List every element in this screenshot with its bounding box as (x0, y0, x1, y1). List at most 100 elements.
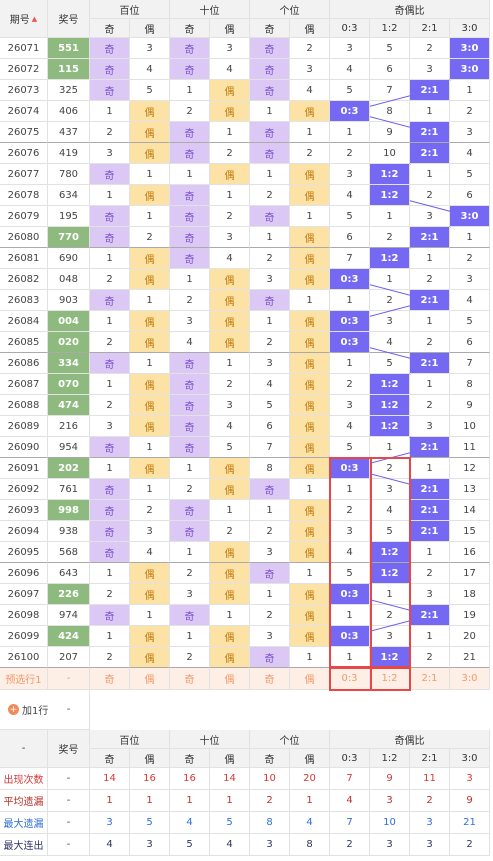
cell: 奇 (90, 80, 130, 101)
issue: 26098 (0, 605, 48, 626)
preselect-cell[interactable]: 2:1 (410, 668, 450, 690)
cell: 奇 (250, 143, 290, 164)
cell: 偶 (290, 269, 330, 290)
stat-label: 平均遗漏 (0, 790, 48, 812)
issue: 26080 (0, 227, 48, 248)
sub-header: 偶 (130, 19, 170, 38)
cell: 奇 (250, 479, 290, 500)
preselect-cell[interactable]: 3:0 (450, 668, 490, 690)
cell: 1 (170, 164, 210, 185)
cell: 偶 (130, 416, 170, 437)
cell: 1 (250, 584, 290, 605)
issue: 26086 (0, 353, 48, 374)
cell: 7 (250, 437, 290, 458)
cell: 1 (250, 101, 290, 122)
cell: 偶 (130, 269, 170, 290)
group-header: 百位 (90, 730, 170, 749)
prize-number: 325 (48, 80, 90, 101)
sub-header: 奇 (170, 749, 210, 768)
prize-number: 070 (48, 374, 90, 395)
prize-number: 761 (48, 479, 90, 500)
stat-value: 4 (330, 790, 370, 812)
stat-value: 5 (210, 812, 250, 834)
preselect-cell[interactable]: 偶 (290, 668, 330, 690)
cell: 奇 (90, 59, 130, 80)
group-header: 个位 (250, 730, 330, 749)
prize-number: 474 (48, 395, 90, 416)
cell: 5 (450, 164, 490, 185)
cell: 1:2 (370, 185, 410, 206)
cell: 2 (130, 227, 170, 248)
cell: 17 (450, 563, 490, 584)
stat-prize: - (48, 768, 90, 790)
stat-value: 2 (450, 834, 490, 856)
cell: 2 (250, 185, 290, 206)
stat-value: 5 (170, 834, 210, 856)
cell: 4 (290, 80, 330, 101)
issue: 26091 (0, 458, 48, 479)
sort-icon[interactable]: ▲ (31, 14, 38, 23)
cell: 2 (170, 563, 210, 584)
cell: 2 (250, 248, 290, 269)
header-cell[interactable]: 期号 ▲ (0, 0, 48, 38)
cell: 21 (450, 647, 490, 668)
stat-value: 14 (90, 768, 130, 790)
cell: 3 (210, 38, 250, 59)
cell: 2 (210, 143, 250, 164)
cell: 3 (130, 38, 170, 59)
cell: 1:2 (370, 395, 410, 416)
cell: 7 (330, 248, 370, 269)
cell: 0:3 (330, 311, 370, 332)
prize-number: 974 (48, 605, 90, 626)
cell: 10 (450, 416, 490, 437)
cell: 偶 (210, 80, 250, 101)
cell: 奇 (90, 353, 130, 374)
stat-prize: - (48, 790, 90, 812)
issue: 26081 (0, 248, 48, 269)
preselect-cell[interactable]: 偶 (130, 668, 170, 690)
issue: 26088 (0, 395, 48, 416)
stat-value: 1 (170, 790, 210, 812)
cell: 3 (410, 416, 450, 437)
add-icon[interactable]: + (8, 704, 19, 715)
cell: 1 (450, 80, 490, 101)
cell: 偶 (130, 584, 170, 605)
stat-value: 3 (250, 834, 290, 856)
cell: 1 (130, 164, 170, 185)
cell: 1 (210, 500, 250, 521)
cell: 2 (330, 500, 370, 521)
cell: 3 (210, 227, 250, 248)
sub-header: 奇 (170, 19, 210, 38)
cell: 偶 (130, 458, 170, 479)
prize-number: 903 (48, 290, 90, 311)
cell: 8 (250, 458, 290, 479)
cell: 1 (170, 542, 210, 563)
cell: 偶 (210, 101, 250, 122)
stat-label: 最大连出 (0, 834, 48, 856)
stat-value: 1 (210, 790, 250, 812)
issue: 26085 (0, 332, 48, 353)
cell: 1 (90, 626, 130, 647)
sub-header: 奇 (90, 19, 130, 38)
cell: 3 (170, 584, 210, 605)
cell: 3 (90, 416, 130, 437)
preselect-cell[interactable]: 奇 (250, 668, 290, 690)
preselect-cell[interactable]: 偶 (210, 668, 250, 690)
preselect-cell[interactable]: 奇 (90, 668, 130, 690)
cell: 2 (210, 374, 250, 395)
add-row-button[interactable]: + 加1行 (0, 690, 49, 730)
cell: 2 (410, 269, 450, 290)
preselect-cell[interactable]: 奇 (170, 668, 210, 690)
cell: 奇 (90, 290, 130, 311)
issue: 26090 (0, 437, 48, 458)
cell: 奇 (170, 395, 210, 416)
cell: 1 (330, 353, 370, 374)
issue: 26097 (0, 584, 48, 605)
sub-header: 偶 (210, 749, 250, 768)
cell: 偶 (130, 374, 170, 395)
cell: 奇 (170, 353, 210, 374)
cell: 2 (90, 269, 130, 290)
cell: 偶 (290, 185, 330, 206)
add-row-label[interactable]: 加1行 (22, 706, 49, 717)
cell: 4 (450, 143, 490, 164)
